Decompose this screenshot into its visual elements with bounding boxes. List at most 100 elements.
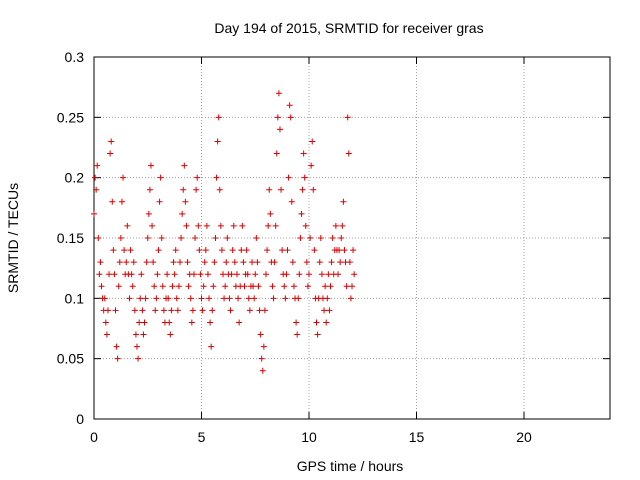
data-point (172, 247, 179, 254)
data-point (343, 283, 350, 290)
data-point (302, 222, 309, 229)
data-point (118, 198, 125, 205)
data-point (101, 295, 108, 302)
data-point (104, 307, 111, 314)
data-point (183, 222, 190, 229)
data-point (200, 283, 207, 290)
data-point (269, 283, 276, 290)
data-point (224, 235, 231, 241)
data-point (117, 235, 124, 241)
data-point (347, 295, 354, 302)
data-point (255, 283, 262, 290)
data-point (250, 283, 257, 290)
grid-lines (94, 57, 610, 419)
data-point (168, 307, 175, 314)
data-point (177, 259, 183, 266)
data-point (272, 222, 279, 229)
data-point (203, 222, 210, 229)
data-point (245, 295, 252, 302)
data-point (95, 235, 102, 241)
data-point (154, 271, 161, 278)
data-point (182, 198, 189, 205)
data-point (327, 283, 334, 290)
data-point (171, 271, 178, 278)
data-point (91, 210, 97, 217)
data-point (157, 174, 164, 181)
data-point (238, 247, 245, 254)
data-point (287, 114, 294, 121)
data-point (259, 367, 266, 374)
data-point (241, 283, 248, 290)
data-point (144, 235, 151, 241)
data-point (146, 186, 153, 193)
data-point (142, 295, 149, 302)
data-point (244, 271, 251, 278)
data-point (204, 271, 211, 278)
data-point (295, 295, 302, 302)
data-point (249, 259, 256, 266)
data-point (309, 138, 316, 145)
data-point (140, 331, 147, 338)
data-point (282, 295, 289, 302)
data-point (229, 247, 236, 254)
x-tick-label: 15 (409, 429, 425, 445)
data-point (338, 235, 345, 241)
data-point (264, 247, 271, 254)
data-point (136, 319, 143, 326)
data-point (293, 319, 300, 326)
data-point (153, 295, 160, 302)
data-point (190, 271, 197, 278)
data-point (233, 271, 240, 278)
data-point (193, 186, 200, 193)
data-point (199, 307, 206, 314)
data-point (206, 295, 213, 302)
data-point (278, 186, 285, 193)
data-point (254, 259, 261, 266)
data-point (298, 210, 305, 217)
y-tick-label: 0.3 (65, 49, 85, 65)
data-point (207, 319, 214, 326)
data-point (135, 355, 142, 362)
data-point (223, 259, 230, 266)
x-tick-label: 20 (516, 429, 532, 445)
data-point (246, 307, 253, 314)
data-point (261, 307, 268, 314)
data-point (202, 247, 209, 254)
chart-title: Day 194 of 2015, SRMTID for receiver gra… (214, 20, 483, 36)
data-point (143, 259, 150, 266)
data-point (332, 222, 339, 229)
data-point (110, 247, 117, 254)
data-point (164, 271, 171, 278)
data-point (311, 247, 318, 254)
data-point (159, 283, 166, 290)
data-point (299, 186, 306, 193)
data-point (337, 259, 344, 266)
x-tick-label: 0 (90, 429, 98, 445)
data-point (145, 210, 152, 217)
data-point (303, 259, 310, 266)
data-point (226, 295, 233, 302)
data-point (231, 259, 238, 266)
data-point (228, 271, 235, 278)
data-point (310, 186, 317, 193)
data-point (216, 186, 223, 193)
data-point (294, 331, 301, 338)
data-point (318, 271, 325, 278)
data-point (349, 283, 355, 290)
data-point (189, 307, 196, 314)
data-point (96, 271, 103, 278)
data-point (167, 331, 174, 338)
data-point (175, 283, 182, 290)
data-point (139, 307, 146, 314)
data-point (127, 247, 134, 254)
data-point (165, 295, 172, 302)
data-point (290, 283, 297, 290)
data-points (91, 90, 358, 374)
data-point (270, 295, 277, 302)
data-point (158, 235, 165, 241)
y-tick-label: 0.2 (65, 170, 85, 186)
data-point (271, 259, 278, 266)
data-point (258, 355, 265, 362)
data-point (166, 319, 173, 326)
data-point (350, 247, 357, 254)
